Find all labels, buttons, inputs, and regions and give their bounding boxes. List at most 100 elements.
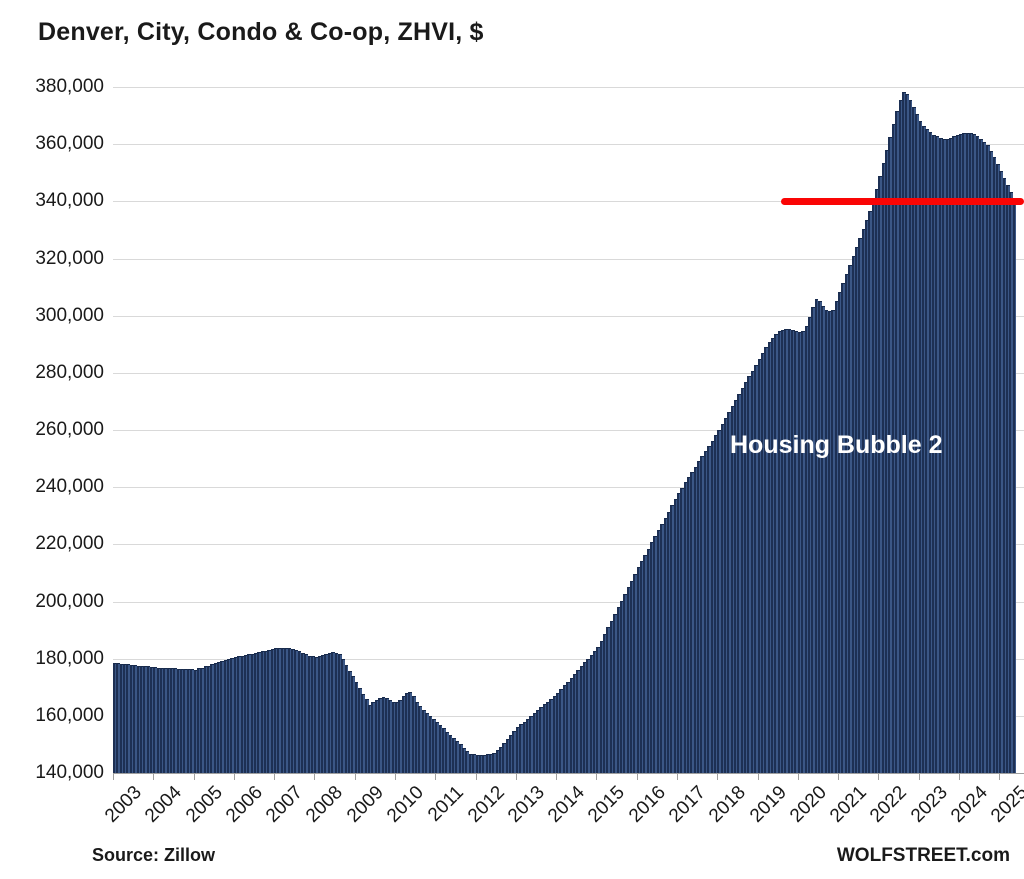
- bar: [643, 554, 648, 773]
- x-tick-label: 2008: [302, 782, 348, 827]
- bar: [676, 492, 681, 773]
- bar: [264, 650, 268, 773]
- bar: [173, 668, 178, 773]
- bar: [817, 301, 822, 773]
- y-tick-label: 320,000: [35, 247, 104, 269]
- bar: [697, 461, 701, 773]
- bar: [280, 647, 285, 773]
- bar: [539, 707, 544, 773]
- bar: [868, 210, 873, 773]
- x-tick-mark: [556, 774, 558, 780]
- bar: [791, 330, 795, 773]
- bar: [153, 667, 158, 773]
- x-tick-mark: [113, 774, 114, 780]
- y-tick-label: 180,000: [35, 647, 104, 669]
- bar: [797, 332, 802, 773]
- bar: [411, 695, 416, 773]
- bar: [143, 666, 147, 773]
- bar: [210, 664, 215, 773]
- x-tick-mark: [757, 774, 759, 780]
- bar: [1012, 199, 1017, 773]
- bar: [512, 731, 517, 773]
- bar: [176, 668, 181, 773]
- bar: [1009, 192, 1014, 773]
- bar: [774, 334, 779, 773]
- bar: [465, 750, 470, 773]
- bar: [589, 655, 594, 773]
- x-tick-label: 2022: [866, 782, 912, 827]
- bar: [220, 661, 225, 773]
- bar: [683, 482, 688, 773]
- bar: [552, 695, 557, 773]
- bar: [535, 710, 540, 773]
- bar: [824, 309, 829, 773]
- bar: [139, 665, 144, 773]
- bar: [133, 665, 137, 773]
- bar: [804, 325, 809, 773]
- bar: [233, 657, 238, 773]
- x-tick-mark: [596, 774, 598, 780]
- bar: [435, 722, 439, 773]
- bar: [989, 150, 993, 773]
- bar: [515, 727, 520, 773]
- bar: [206, 665, 211, 773]
- bar: [623, 593, 627, 773]
- bar: [629, 580, 634, 773]
- x-tick-label: 2023: [906, 782, 952, 827]
- bar: [572, 673, 577, 773]
- gridline: [113, 658, 1024, 660]
- bar: [975, 136, 980, 773]
- bar: [757, 358, 762, 773]
- bar: [891, 124, 896, 773]
- x-tick-mark: [475, 774, 477, 780]
- bar: [811, 307, 815, 773]
- bar: [905, 94, 909, 773]
- bar: [237, 656, 241, 773]
- bar: [290, 648, 295, 773]
- bar: [828, 311, 832, 773]
- bar: [300, 652, 305, 773]
- plot-area: Housing Bubble 2: [113, 87, 1024, 774]
- x-tick-label: 2007: [262, 782, 307, 827]
- x-tick-mark: [797, 774, 799, 780]
- bar: [307, 655, 312, 773]
- bar: [979, 139, 983, 773]
- bar: [519, 724, 523, 773]
- y-tick-label: 220,000: [35, 533, 104, 555]
- bar: [455, 741, 460, 773]
- bar: [327, 653, 332, 773]
- x-tick-label: 2018: [705, 782, 751, 827]
- bar: [713, 435, 718, 773]
- bar: [922, 125, 926, 773]
- gridline: [113, 315, 1024, 317]
- x-tick-mark: [354, 774, 356, 780]
- x-tick-mark: [274, 774, 276, 780]
- bar: [492, 753, 497, 773]
- bar: [925, 129, 930, 773]
- bar: [462, 747, 466, 773]
- chart-title: Denver, City, Condo & Co-op, ZHVI, $: [38, 18, 484, 46]
- bar: [942, 138, 946, 773]
- x-tick-mark: [395, 774, 396, 780]
- bar: [448, 735, 453, 773]
- bar: [354, 682, 359, 773]
- bar: [391, 701, 396, 773]
- x-tick-label: 2025: [987, 782, 1024, 827]
- bar: [932, 134, 936, 773]
- bar: [203, 666, 208, 773]
- bar: [257, 652, 262, 773]
- bar: [499, 746, 503, 773]
- bar: [371, 702, 376, 773]
- x-tick-label: 2005: [181, 782, 227, 827]
- bar: [331, 652, 335, 773]
- bar: [995, 163, 1000, 773]
- bar: [881, 162, 886, 773]
- bar: [388, 699, 392, 773]
- bar: [908, 99, 913, 773]
- bar: [841, 283, 846, 773]
- x-tick-label: 2016: [624, 782, 670, 827]
- bar: [740, 388, 745, 773]
- bar: [586, 658, 591, 773]
- bar: [777, 331, 782, 773]
- bar: [737, 394, 742, 773]
